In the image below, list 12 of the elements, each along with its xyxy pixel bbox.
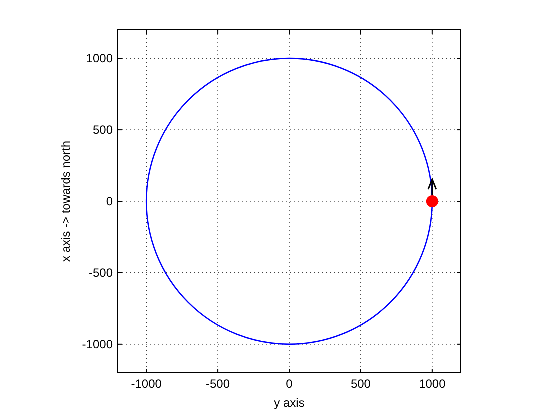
y-axis-title: x axis -> towards north [59,140,73,262]
x-axis-title: y axis [274,396,305,410]
x-tick-label: -500 [206,377,230,391]
x-tick-label: 500 [350,377,372,391]
y-tick-label: -500 [88,266,114,280]
y-tick-label: -1000 [82,337,114,352]
x-tick-label: -1000 [131,377,162,391]
y-tick-label: 0 [106,194,114,208]
x-tick-label: 0 [286,377,294,391]
y-tick-label: 500 [92,123,114,138]
y-tick-label: 1000 [86,52,114,66]
x-tick-label: 1000 [419,377,446,391]
